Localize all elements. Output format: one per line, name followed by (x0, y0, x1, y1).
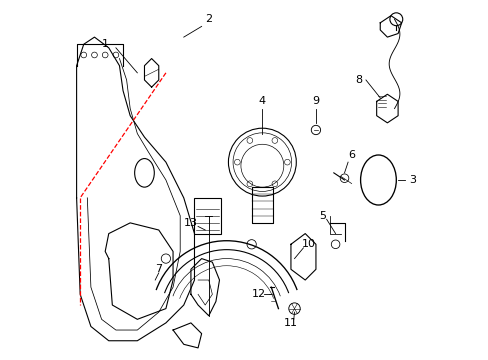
Text: 12: 12 (251, 289, 265, 299)
Text: 5: 5 (319, 211, 326, 221)
Text: 7: 7 (155, 264, 162, 274)
Text: 11: 11 (284, 318, 297, 328)
Text: 1: 1 (102, 39, 108, 49)
Text: 2: 2 (205, 14, 212, 24)
Text: 13: 13 (183, 218, 198, 228)
Text: 10: 10 (301, 239, 315, 249)
Text: 3: 3 (408, 175, 415, 185)
Text: 8: 8 (354, 75, 362, 85)
Text: 4: 4 (258, 96, 265, 107)
Text: 6: 6 (347, 150, 354, 160)
Text: 9: 9 (312, 96, 319, 107)
